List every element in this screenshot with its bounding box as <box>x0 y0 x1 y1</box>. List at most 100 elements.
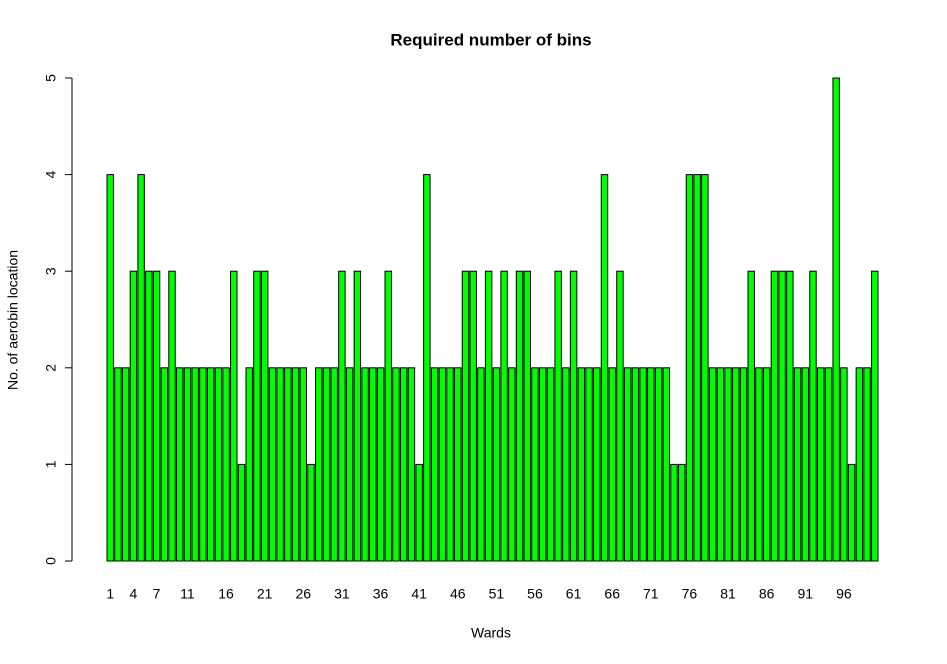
bar <box>747 270 755 562</box>
bar <box>685 174 694 562</box>
bar <box>739 367 748 562</box>
bar <box>345 367 354 562</box>
x-tick-label: 81 <box>720 586 736 602</box>
y-tick-label: 1 <box>43 460 59 468</box>
x-tick-label: 31 <box>334 586 350 602</box>
bar <box>639 367 647 562</box>
bar <box>554 270 562 562</box>
bar <box>168 270 176 562</box>
bar <box>616 270 624 562</box>
x-tick-label: 41 <box>411 586 427 602</box>
bar <box>315 367 323 562</box>
x-tick-label: 1 <box>106 586 114 602</box>
bar <box>376 367 385 562</box>
bar <box>322 367 331 562</box>
bar <box>492 367 501 562</box>
bar <box>708 367 717 562</box>
bar <box>430 367 439 562</box>
bar <box>593 367 601 562</box>
bar <box>484 270 493 562</box>
bar <box>369 367 377 562</box>
x-tick-label: 7 <box>153 586 161 602</box>
y-axis-label: No. of aerobin location <box>5 250 21 390</box>
x-tick-label: 71 <box>643 586 659 602</box>
bar <box>500 270 508 562</box>
bar <box>461 270 470 562</box>
chart-title: Required number of bins <box>390 30 591 49</box>
bar <box>732 367 740 562</box>
bar <box>399 367 408 562</box>
bar <box>454 367 462 562</box>
bar <box>183 367 192 562</box>
bar <box>137 174 145 562</box>
bar <box>237 463 246 562</box>
x-tick-label: 51 <box>489 586 505 602</box>
bar <box>338 270 346 562</box>
bar <box>546 367 555 562</box>
x-tick-label: 86 <box>759 586 775 602</box>
bar <box>214 367 223 562</box>
bar <box>677 463 686 562</box>
bar <box>670 463 678 562</box>
bar <box>307 463 315 562</box>
bar <box>446 367 454 562</box>
bar <box>392 367 400 562</box>
bar <box>477 367 485 562</box>
bar <box>114 367 122 562</box>
x-tick-label: 21 <box>257 586 273 602</box>
bar <box>585 367 593 562</box>
bar <box>423 174 431 562</box>
bar <box>508 367 516 562</box>
bar <box>121 367 130 562</box>
bar <box>863 367 871 562</box>
bar <box>701 174 709 562</box>
x-axis-label: Wards <box>471 625 511 641</box>
x-tick-label: 11 <box>180 586 195 602</box>
bar <box>299 367 308 562</box>
x-tick-label: 16 <box>218 586 234 602</box>
bar <box>268 367 277 562</box>
x-tick-label: 96 <box>836 586 852 602</box>
bar <box>415 463 423 562</box>
bar <box>693 174 701 562</box>
bar <box>647 367 655 562</box>
bar <box>523 270 531 562</box>
x-tick-label: 46 <box>450 586 466 602</box>
y-tick-label: 2 <box>43 364 59 372</box>
bar <box>817 367 825 562</box>
y-tick-label: 3 <box>43 267 59 275</box>
x-tick-label: 66 <box>604 586 620 602</box>
bar <box>801 367 809 562</box>
x-tick-label: 61 <box>566 586 582 602</box>
bar <box>724 367 732 562</box>
bar <box>755 367 763 562</box>
bar <box>793 367 802 562</box>
bar <box>871 270 879 562</box>
y-tick-label: 5 <box>43 74 59 82</box>
bar <box>832 77 840 562</box>
bar <box>260 270 269 562</box>
bar <box>770 270 779 562</box>
bar <box>809 270 817 562</box>
bar <box>469 270 477 562</box>
bar <box>716 367 725 562</box>
bar <box>160 367 168 562</box>
bar <box>384 270 392 562</box>
bar <box>291 367 300 562</box>
x-tick-label: 4 <box>129 586 137 602</box>
bar <box>438 367 447 562</box>
bar <box>129 270 138 562</box>
bar <box>824 367 833 562</box>
bar <box>353 270 362 562</box>
bar <box>562 367 570 562</box>
bar <box>284 367 292 562</box>
y-tick-label: 4 <box>43 170 59 178</box>
bar <box>847 463 856 562</box>
bar <box>206 367 215 562</box>
bar <box>577 367 586 562</box>
bar <box>662 367 670 562</box>
bar <box>276 367 284 562</box>
x-tick-label: 91 <box>797 586 813 602</box>
bar <box>330 367 338 562</box>
